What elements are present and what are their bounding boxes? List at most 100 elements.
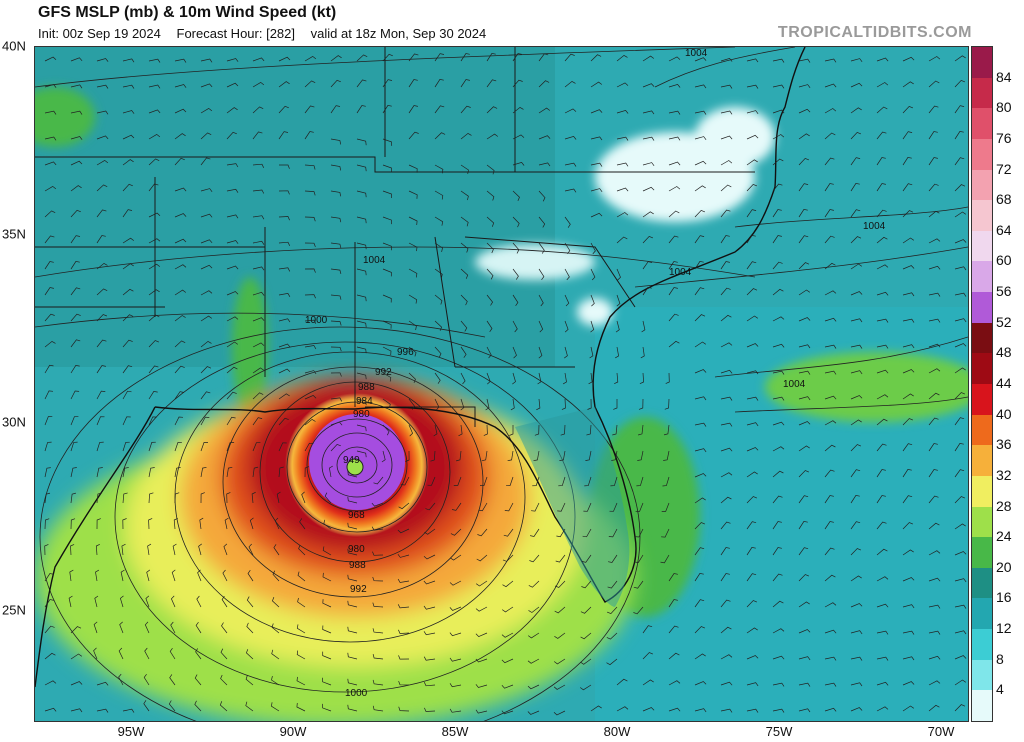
wind-barb — [148, 416, 157, 426]
wind-barb — [405, 450, 410, 462]
wind-barb — [278, 56, 291, 62]
lon-label-80w: 80W — [603, 724, 631, 739]
wind-barb — [271, 649, 280, 660]
wind-barb — [694, 110, 707, 115]
wind-barb — [434, 398, 440, 411]
wind-barb — [876, 681, 889, 686]
wind-barb — [330, 242, 342, 249]
wind-barb — [850, 236, 862, 244]
wind-barb — [245, 701, 254, 712]
wind-barb — [226, 163, 239, 168]
wind-barb — [746, 471, 758, 478]
wind-barb — [720, 342, 733, 348]
wind-barb — [928, 343, 941, 348]
wind-barb — [590, 212, 603, 218]
wind-barb — [637, 450, 644, 461]
wind-barb — [144, 621, 150, 634]
wind-barb — [634, 528, 644, 538]
colorbar-label: 12 — [996, 620, 1012, 637]
wind-barb — [200, 213, 213, 218]
wind-barb — [460, 79, 470, 88]
wind-barb — [902, 183, 913, 192]
wind-barb — [122, 263, 134, 270]
wind-barb — [533, 450, 540, 462]
wind-barb — [195, 648, 202, 660]
wind-barb — [694, 261, 704, 270]
wind-barb — [772, 600, 784, 608]
wind-barb — [503, 528, 514, 537]
wind-barb — [44, 441, 52, 452]
wind-barb — [475, 606, 488, 612]
wind-barb — [356, 242, 367, 250]
wind-barb — [585, 450, 592, 461]
wind-barb — [606, 606, 618, 615]
wind-barb — [322, 546, 332, 556]
wind-barb — [356, 450, 367, 458]
wind-barb — [501, 658, 514, 664]
colorbar-label: 72 — [996, 160, 1012, 177]
wind-barb — [96, 416, 105, 426]
wind-barb — [174, 264, 187, 270]
wind-barb — [553, 684, 566, 690]
wind-barb — [824, 629, 837, 634]
wind-barb — [538, 216, 546, 228]
wind-barb — [347, 574, 358, 582]
colorbar-label: 16 — [996, 589, 1012, 606]
wind-barb — [850, 370, 863, 375]
wind-barb — [720, 521, 731, 530]
wind-barb — [538, 80, 550, 88]
wind-barb — [278, 131, 289, 140]
wind-barb — [382, 138, 393, 146]
colorbar-segment — [972, 169, 992, 201]
isobar-label: 984 — [356, 396, 373, 407]
wind-barb — [70, 235, 81, 244]
wind-barb — [746, 159, 758, 166]
wind-barb — [639, 372, 644, 385]
colorbar-label: 60 — [996, 252, 1012, 269]
wind-barb — [642, 83, 655, 88]
wind-barb — [224, 517, 229, 530]
wind-barb — [772, 495, 783, 504]
wind-barb — [196, 595, 202, 608]
lon-label-75w: 75W — [765, 724, 793, 739]
wind-barb — [668, 599, 678, 608]
wind-barb — [694, 314, 706, 322]
wind-barb — [477, 528, 488, 537]
wind-barb — [580, 606, 592, 614]
wind-barb — [219, 701, 228, 712]
wind-barb — [372, 576, 384, 582]
wind-barb — [486, 79, 497, 88]
wind-barb — [876, 291, 889, 296]
wind-barb — [382, 105, 392, 114]
wind-barb — [93, 621, 98, 634]
wind-barb — [954, 630, 967, 635]
wind-barb — [44, 492, 51, 504]
wind-barb — [220, 648, 228, 660]
wind-barb — [486, 346, 492, 359]
wind-barb — [121, 543, 126, 556]
wind-barb — [928, 655, 941, 660]
wind-barb — [322, 625, 332, 634]
wind-barb — [694, 653, 706, 660]
wind-barb — [397, 553, 410, 558]
wind-barb — [70, 416, 79, 426]
wind-barb — [502, 580, 514, 588]
wind-barb — [954, 551, 967, 556]
wind-barb — [252, 291, 265, 296]
wind-barb — [174, 84, 187, 88]
wind-barb — [44, 680, 57, 686]
wind-barb — [174, 416, 184, 426]
wind-barb — [278, 442, 287, 452]
wind-barb — [554, 632, 566, 639]
wind-barb — [614, 372, 619, 385]
wind-barb — [122, 288, 134, 296]
wind-barb — [200, 391, 211, 400]
wind-barb — [408, 216, 418, 226]
wind-barb — [373, 476, 384, 485]
wind-barb — [450, 554, 462, 561]
wind-barb — [954, 211, 967, 218]
wind-barb — [450, 528, 462, 536]
wind-barb — [148, 314, 160, 322]
wind-barb — [222, 569, 228, 582]
colorbar-segment — [972, 353, 992, 385]
